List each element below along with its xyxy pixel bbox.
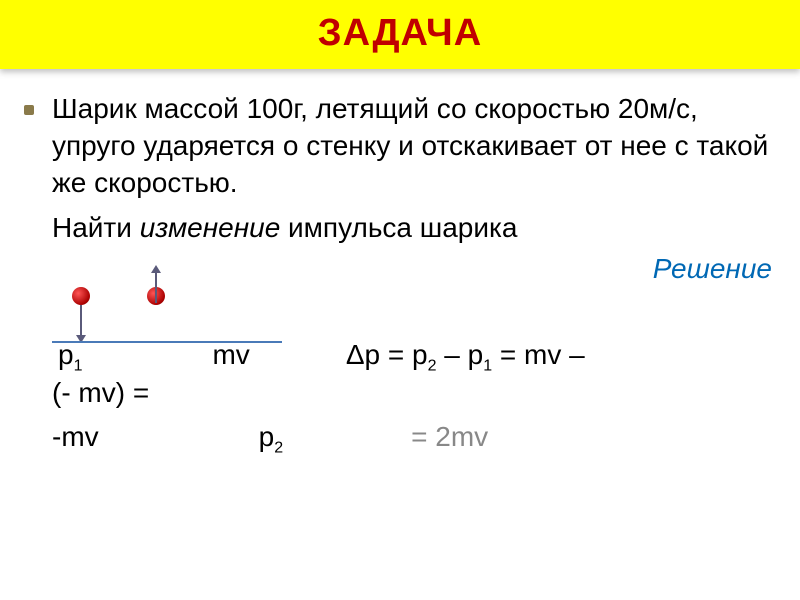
delta-sub1: 1 (483, 357, 492, 374)
slide-title: ЗАДАЧА (0, 12, 800, 55)
p1-label: p1 (58, 339, 82, 376)
p1-symbol: p (58, 339, 74, 370)
delta-mid: – p (436, 339, 483, 370)
p1-subscript: 1 (74, 357, 83, 374)
ball-down (72, 287, 90, 305)
formula-row-2: (- mv) = (52, 377, 776, 409)
problem-block: Шарик массой 100г, летящий со скоростью … (24, 91, 776, 202)
solution-text: Решение (653, 253, 772, 284)
arrow-up-icon (155, 271, 157, 303)
solution-label: Решение (24, 253, 772, 285)
p2-label: p2 (259, 421, 283, 458)
neg-mv: -mv (52, 421, 99, 453)
title-bar: ЗАДАЧА (0, 0, 800, 69)
eq-2mv: = 2mv (411, 421, 488, 453)
delta-end: = mv – (492, 339, 585, 370)
formula-row-1: p1 mv Δp = p2 – p1 = mv – (52, 339, 776, 376)
find-text: Найти изменение импульса шарика (52, 212, 517, 243)
bullet-icon (24, 105, 34, 115)
find-italic-word: изменение (140, 212, 281, 243)
delta-part1: Δp = p (346, 339, 428, 370)
formula-row-3: -mv p2 = 2mv (52, 421, 776, 458)
p2-symbol: p (259, 421, 275, 452)
problem-text: Шарик массой 100г, летящий со скоростью … (52, 91, 776, 202)
mv-label: mv (212, 339, 249, 371)
find-block: Найти изменение импульса шарика (52, 210, 776, 247)
arrow-down-icon (80, 305, 82, 337)
p2-subscript: 2 (274, 440, 283, 457)
find-suffix: импульса шарика (280, 212, 517, 243)
content-area: Шарик массой 100г, летящий со скоростью … (0, 69, 800, 458)
slide-container: ЗАДАЧА Шарик массой 100г, летящий со ско… (0, 0, 800, 600)
delta-formula: Δp = p2 – p1 = mv – (346, 339, 585, 376)
paren-mv: (- mv) = (52, 377, 149, 408)
find-prefix: Найти (52, 212, 140, 243)
